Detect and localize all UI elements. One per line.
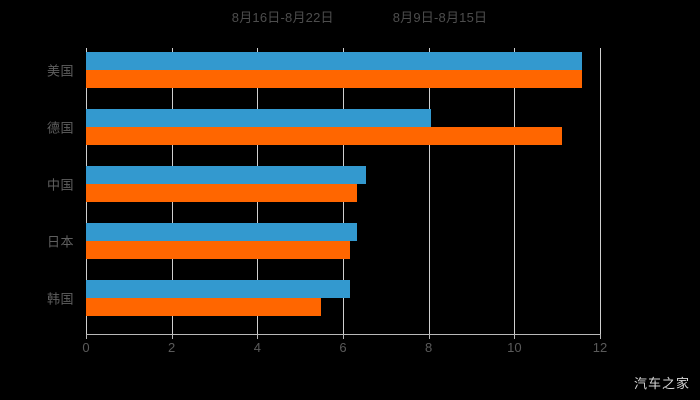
category-label-美国: 美国 [46,63,74,79]
gridline [600,48,601,334]
x-axis-tick-label: 12 [592,340,608,355]
x-axis-tick-label: 6 [339,340,347,355]
legend-marker-circle-icon [213,12,224,23]
chart-legend: 8月16日-8月22日 8月9日-8月15日 [0,6,700,28]
bar-日本-series-0[interactable] [86,223,358,242]
category-label-韩国: 韩国 [46,291,74,307]
x-axis-tick [86,334,87,339]
bar-中国-series-0[interactable] [86,166,367,184]
watermark: 汽车之家 [633,376,690,391]
plot-area [86,48,601,334]
bar-日本-series-1[interactable] [86,241,350,260]
x-axis-tick-label: 10 [507,340,522,355]
x-axis-tick-label: 4 [253,340,261,355]
gridline [428,48,430,334]
category-label-中国: 中国 [46,177,74,193]
legend-label-series-0: 8月16日-8月22日 [231,9,334,25]
bar-美国-series-0[interactable] [86,51,582,70]
x-axis-tick [600,334,601,339]
bar-德国-series-1[interactable] [86,126,562,145]
legend-item-series-0[interactable]: 8月16日-8月22日 [213,11,334,24]
gridline [514,48,516,334]
x-axis-tick-label: 0 [82,340,90,355]
bar-德国-series-0[interactable] [86,108,431,127]
bar-美国-series-1[interactable] [86,69,582,88]
x-axis-tick [257,334,259,339]
x-axis-tick [428,334,430,339]
legend-item-series-1[interactable]: 8月9日-8月15日 [374,11,487,24]
x-axis-tick [514,334,516,339]
legend-label-series-1: 8月9日-8月15日 [392,9,488,25]
x-axis-tick-label: 2 [168,340,176,355]
bar-中国-series-1[interactable] [86,184,358,202]
x-axis-tick-label: 8 [425,340,433,355]
legend-marker-square-icon [374,12,385,23]
bar-韩国-series-1[interactable] [86,298,322,317]
category-label-日本: 日本 [46,234,74,250]
x-axis-tick [343,334,344,339]
bar-韩国-series-0[interactable] [86,280,350,299]
x-axis-tick [171,334,173,339]
category-label-德国: 德国 [46,120,74,136]
